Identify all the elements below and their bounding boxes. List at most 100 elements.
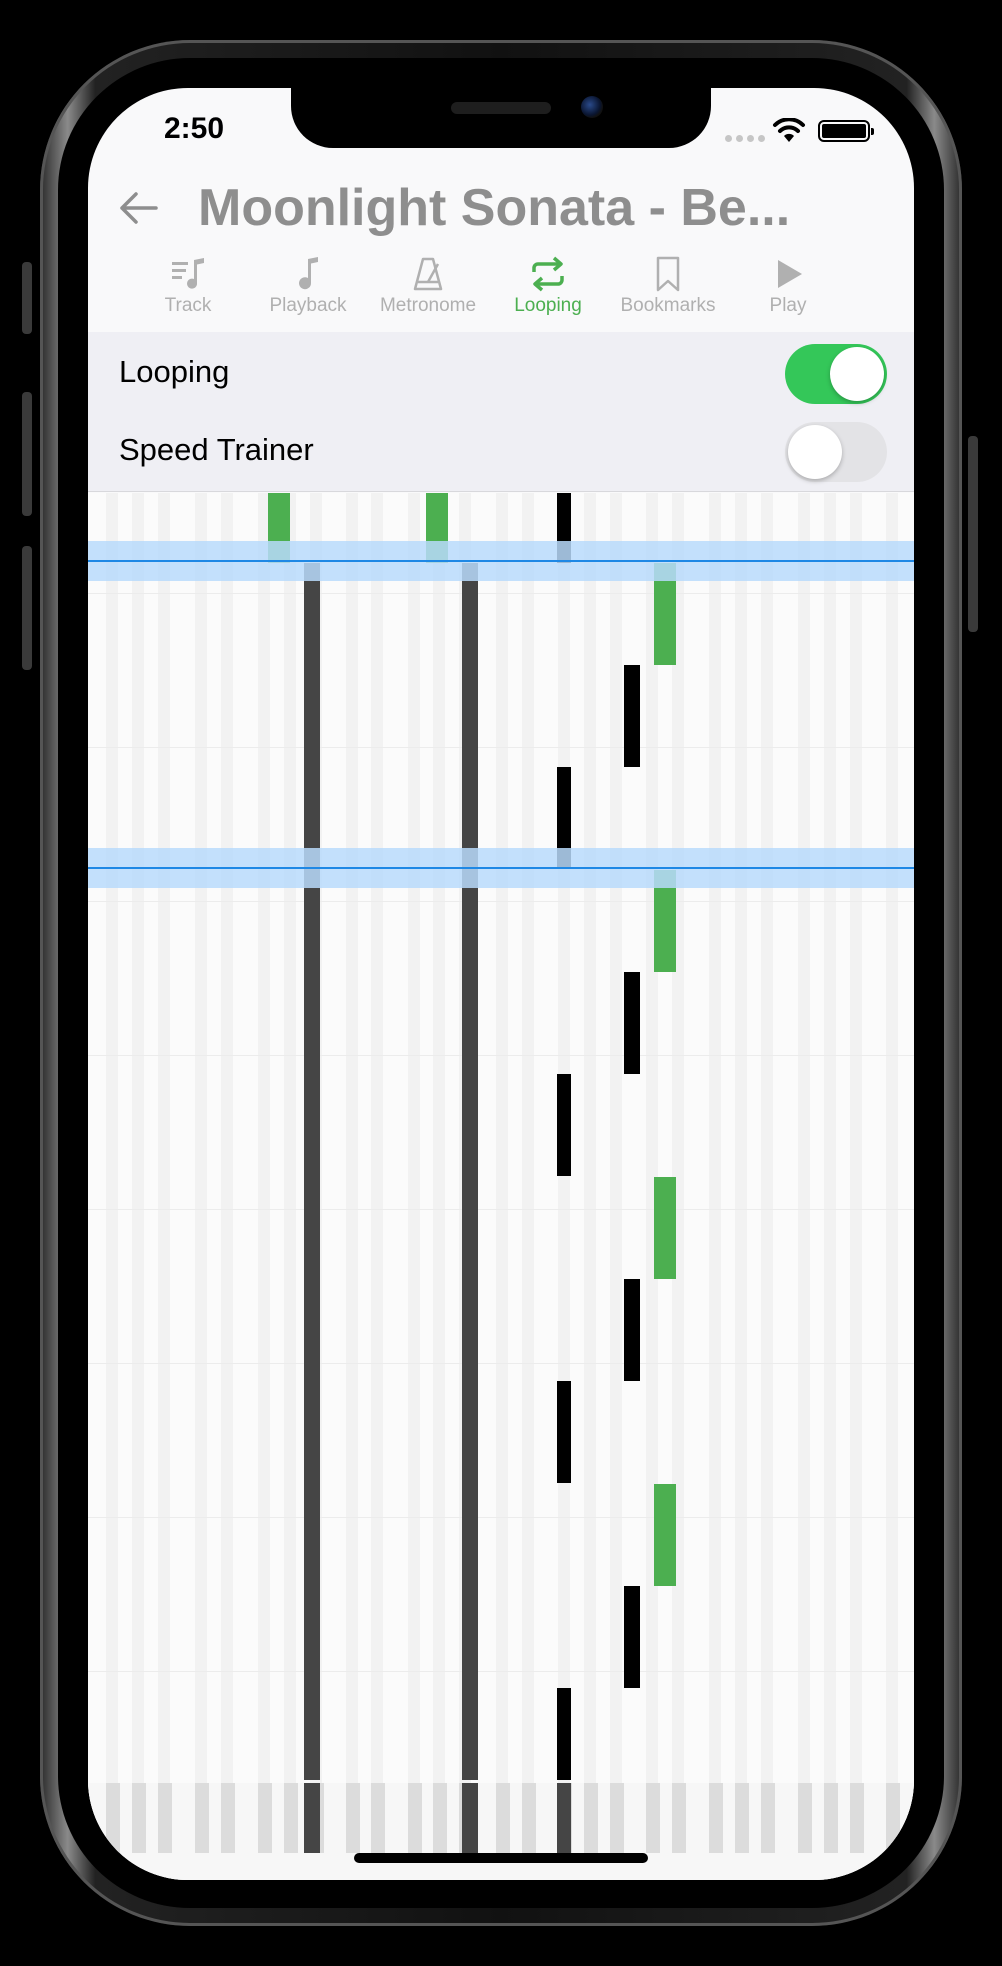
black-key: [371, 1783, 385, 1853]
tab-bookmarks[interactable]: Bookmarks: [608, 256, 728, 324]
active-key: [304, 1783, 320, 1853]
key-lane: [824, 493, 836, 1783]
track-icon: [172, 258, 204, 289]
black-key: [433, 1783, 447, 1853]
key-lanes: [106, 493, 898, 1783]
key-lane: [346, 493, 358, 1783]
home-indicator: [354, 1853, 648, 1863]
black-key: [284, 1783, 298, 1853]
piano-roll-canvas[interactable]: [88, 493, 914, 1880]
key-lane: [221, 493, 233, 1783]
metronome-icon: [413, 257, 443, 291]
loop-markers[interactable]: [88, 541, 914, 888]
looping-label: Looping: [119, 354, 230, 389]
key-lane: [371, 493, 383, 1783]
beat-line: [88, 1517, 914, 1518]
speed-trainer-label: Speed Trainer: [119, 432, 314, 467]
wifi-icon: [773, 118, 805, 142]
black-key: [496, 1783, 510, 1853]
note-bar: [654, 870, 676, 972]
toggle-knob: [830, 347, 884, 401]
battery-icon: [818, 120, 874, 142]
front-camera: [581, 96, 603, 118]
tab-looping[interactable]: Looping: [488, 256, 608, 324]
note-bar: [624, 1586, 640, 1688]
note-bar: [654, 563, 676, 665]
toggle-knob: [788, 425, 842, 479]
black-key: [346, 1783, 360, 1853]
bookmark-icon: [656, 256, 680, 292]
tab-playback[interactable]: Playback: [248, 256, 368, 324]
cellular-signal-icon: [725, 135, 765, 142]
key-lane: [709, 493, 721, 1783]
beat-line: [88, 747, 914, 748]
volume-down-button: [22, 546, 32, 670]
black-key: [158, 1783, 172, 1853]
active-key: [462, 1783, 478, 1853]
black-key: [824, 1783, 838, 1853]
black-key: [584, 1783, 598, 1853]
note-bar: [557, 1381, 571, 1483]
black-key: [709, 1783, 723, 1853]
key-lane: [798, 493, 810, 1783]
tab-track[interactable]: Track: [128, 256, 248, 324]
black-key: [672, 1783, 686, 1853]
beat-line: [88, 1671, 914, 1672]
tab-label: Play: [769, 295, 807, 316]
note-bar: [624, 1279, 640, 1381]
key-lane: [584, 493, 596, 1783]
key-lane: [886, 493, 898, 1783]
repeat-icon: [532, 256, 564, 292]
song-title: Moonlight Sonata - Be...: [198, 179, 791, 237]
key-lane: [284, 493, 296, 1783]
key-lane: [672, 493, 684, 1783]
black-key: [761, 1783, 775, 1853]
note-bar: [557, 767, 571, 869]
note-bar: [557, 1688, 571, 1780]
note-bar: [462, 563, 478, 1780]
black-key: [850, 1783, 864, 1853]
speed-trainer-toggle[interactable]: [785, 422, 887, 482]
loop-settings-panel: Looping Speed Trainer: [88, 332, 914, 492]
beat-line: [88, 1209, 914, 1210]
note-bar: [304, 563, 320, 1780]
looping-toggle[interactable]: [785, 344, 887, 404]
notch: [291, 88, 711, 148]
key-lane: [408, 493, 420, 1783]
black-key: [522, 1783, 536, 1853]
key-lane: [106, 493, 118, 1783]
key-lane: [496, 493, 508, 1783]
beat-line: [88, 593, 914, 594]
piano-keyboard[interactable]: [88, 1783, 914, 1880]
note-bar: [654, 1484, 676, 1586]
key-lane: [646, 493, 658, 1783]
key-lane: [195, 493, 207, 1783]
loop-marker-line: [88, 560, 914, 562]
looping-row: Looping: [88, 332, 914, 410]
music-note-icon: [299, 257, 318, 290]
note-bar: [557, 1074, 571, 1176]
black-key: [132, 1783, 146, 1853]
volume-up-button: [22, 392, 32, 516]
note-bar: [624, 972, 640, 1074]
tab-play[interactable]: Play: [728, 256, 848, 324]
black-key: [408, 1783, 422, 1853]
black-key: [195, 1783, 209, 1853]
key-lane: [610, 493, 622, 1783]
beat-line: [88, 1363, 914, 1364]
key-lane: [850, 493, 862, 1783]
piano-roll[interactable]: [88, 493, 914, 1880]
black-key: [258, 1783, 272, 1853]
beat-line: [88, 901, 914, 902]
key-lane: [522, 493, 534, 1783]
black-key: [886, 1783, 900, 1853]
back-arrow-icon[interactable]: [116, 186, 160, 230]
black-key: [646, 1783, 660, 1853]
tab-metronome[interactable]: Metronome: [368, 256, 488, 324]
play-icon: [778, 260, 802, 288]
app-screen: 2:50 Moonlight Sonata - Be... Track: [88, 88, 914, 1880]
beat-rows: [88, 593, 914, 1672]
active-key: [557, 1783, 571, 1853]
note-bar: [624, 665, 640, 767]
black-key: [610, 1783, 624, 1853]
